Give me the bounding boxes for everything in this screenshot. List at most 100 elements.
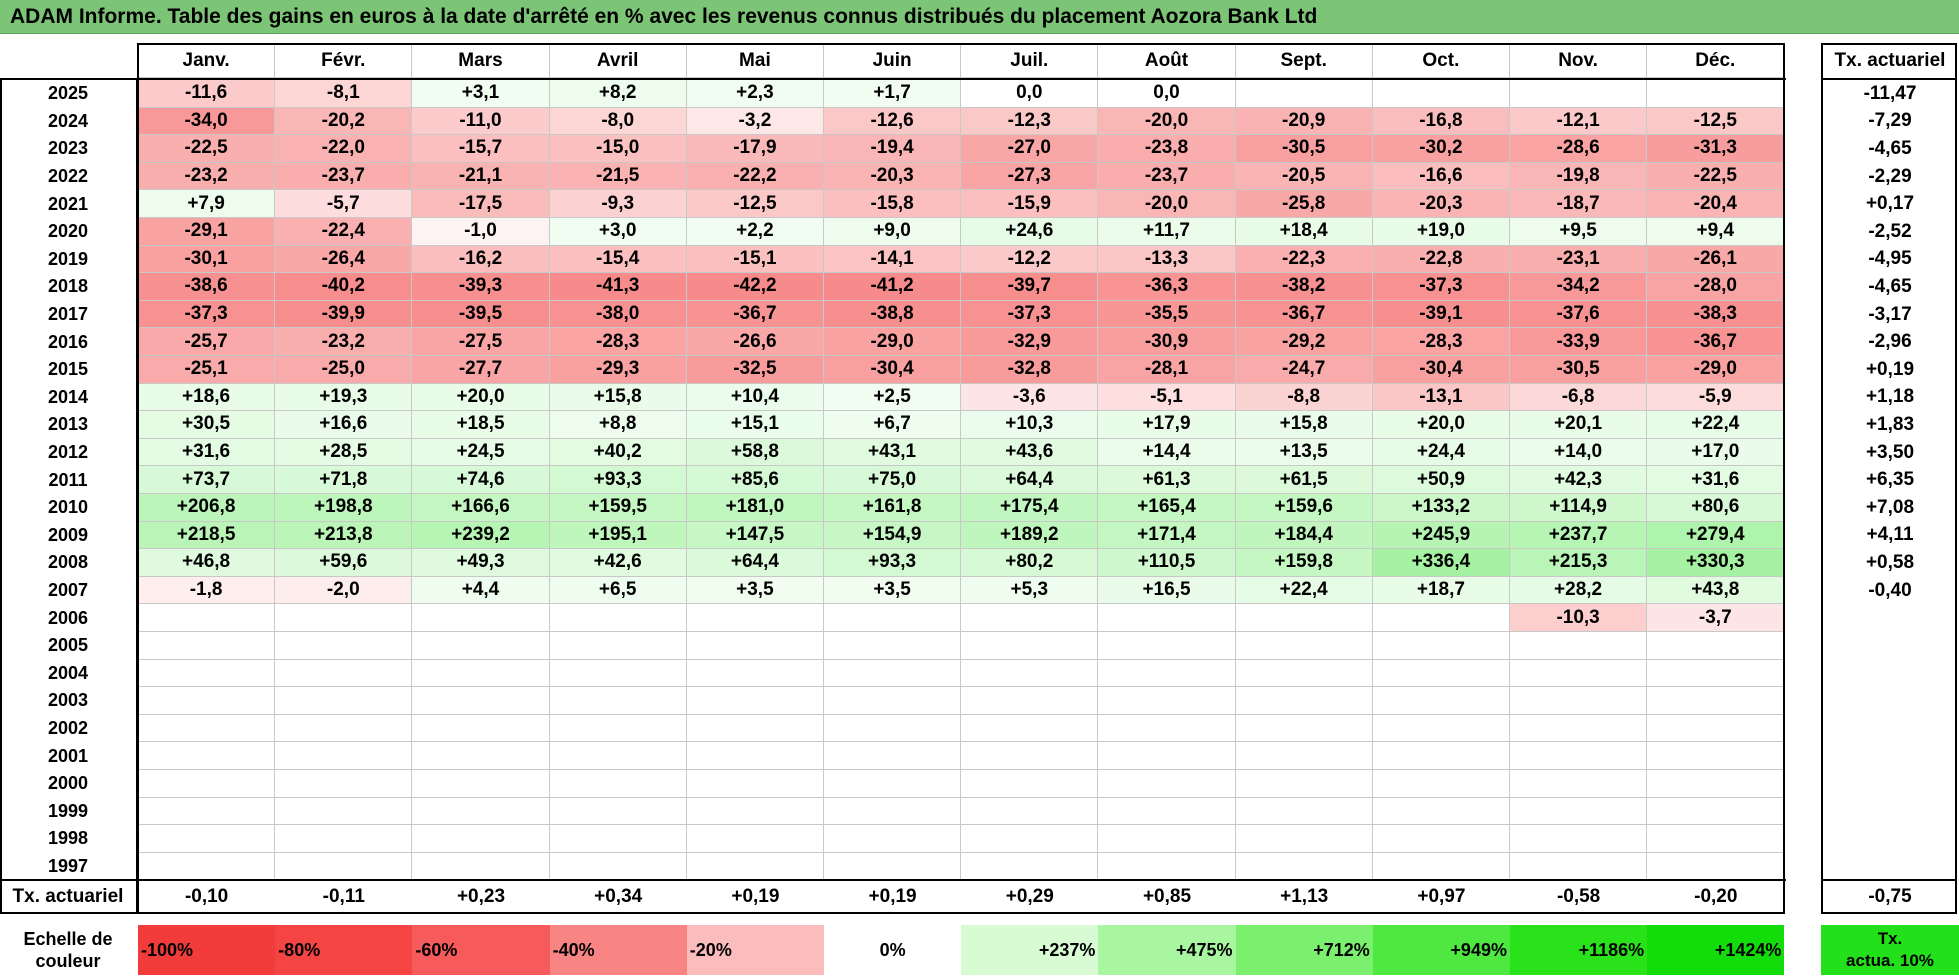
heatmap-cell: +71,8	[275, 466, 413, 494]
heatmap-cell	[412, 714, 550, 743]
heatmap-cell	[549, 659, 687, 688]
heatmap-cell: -8,8	[1235, 383, 1373, 412]
heatmap-cell: +8,8	[549, 411, 687, 439]
heatmap-cell: +31,6	[1647, 466, 1785, 494]
heatmap-cell	[1510, 825, 1648, 853]
heatmap-cell: +159,6	[1235, 494, 1373, 522]
heatmap-cell: +24,4	[1372, 438, 1510, 467]
heatmap-cell: +195,1	[549, 521, 687, 550]
legend-swatch: +1186%	[1510, 925, 1648, 975]
year-label: 1997	[47, 856, 89, 877]
heatmap-cell: +59,6	[275, 549, 413, 577]
heatmap-cell: -13,1	[1372, 383, 1510, 412]
footer-month-rate: -0,10	[184, 886, 229, 907]
heatmap-cell: -23,7	[1098, 162, 1236, 191]
heatmap-cell: -20,3	[824, 162, 962, 191]
heatmap-cell: +18,6	[138, 383, 276, 412]
heatmap-cell	[138, 632, 276, 660]
heatmap-cell	[1510, 770, 1648, 798]
heatmap-cell	[686, 687, 824, 715]
year-rate-cell: +0,58	[1865, 551, 1915, 573]
heatmap-cell: -27,3	[961, 162, 1099, 191]
heatmap-cell: -19,4	[824, 135, 962, 163]
legend-swatch: +475%	[1098, 925, 1236, 975]
heatmap-cell: -15,7	[412, 135, 550, 163]
heatmap-cell	[961, 825, 1099, 853]
heatmap-cell: -12,5	[1647, 107, 1785, 136]
heatmap-cell: +161,8	[824, 494, 962, 522]
heatmap-cell	[549, 714, 687, 743]
heatmap-cell: +154,9	[824, 521, 962, 550]
heatmap-cell	[686, 659, 824, 688]
heatmap-cell	[275, 687, 413, 715]
heatmap-cell: -29,0	[1647, 356, 1785, 384]
heatmap-cell: +46,8	[138, 549, 276, 577]
heatmap-cell	[549, 632, 687, 660]
heatmap-cell: +2,5	[824, 383, 962, 412]
year-rate-cell: +6,35	[1865, 469, 1915, 491]
year-rate-cell: -11,47	[1863, 82, 1917, 104]
heatmap-cell: -16,2	[412, 245, 550, 274]
heatmap-cell: -6,8	[1510, 383, 1648, 412]
heatmap-cell: +175,4	[961, 494, 1099, 522]
heatmap-cell: +20,0	[1372, 411, 1510, 439]
footer-total-rate: -0,75	[1868, 886, 1912, 907]
heatmap-cell	[1098, 687, 1236, 715]
heatmap-cell: -14,1	[824, 245, 962, 274]
heatmap-cell: -38,2	[1235, 273, 1373, 301]
footer-month-rate: -0,20	[1694, 886, 1738, 907]
heatmap-cell: -25,7	[138, 328, 276, 356]
heatmap-cell: -10,3	[1510, 604, 1648, 632]
year-rate-cell: +0,17	[1865, 193, 1915, 215]
year-rate-cell: -2,52	[1868, 220, 1912, 242]
heatmap-cell	[961, 632, 1099, 660]
heatmap-cell: -25,0	[275, 356, 413, 384]
heatmap-cell: +9,0	[824, 218, 962, 246]
heatmap-cell: -12,2	[961, 245, 1099, 274]
heatmap-cell	[1235, 797, 1373, 826]
heatmap-cell	[1372, 687, 1510, 715]
report-title: ADAM Informe. Table des gains en euros à…	[0, 0, 1959, 34]
heatmap-cell: +15,8	[1235, 411, 1373, 439]
heatmap-cell: -30,4	[1372, 356, 1510, 384]
heatmap-cell: -1,8	[138, 576, 276, 605]
legend-swatch: -80%	[275, 925, 413, 975]
heatmap-cell	[824, 742, 962, 770]
heatmap-cell: +9,4	[1647, 218, 1785, 246]
year-label: 2012	[47, 442, 89, 463]
heatmap-cell: +80,2	[961, 549, 1099, 577]
heatmap-cell	[1235, 714, 1373, 743]
year-label: 2021	[47, 193, 89, 214]
year-label: 2006	[47, 607, 89, 628]
heatmap-cell	[1647, 80, 1785, 108]
heatmap-cell	[1372, 742, 1510, 770]
heatmap-cell	[1235, 687, 1373, 715]
heatmap-cell: -39,3	[412, 273, 550, 301]
heatmap-cell: +239,2	[412, 521, 550, 550]
heatmap-cell	[686, 742, 824, 770]
heatmap-cell: +213,8	[275, 521, 413, 550]
legend-swatch: +712%	[1235, 925, 1373, 975]
legend-swatch: 0%	[824, 925, 962, 975]
heatmap-cell	[412, 742, 550, 770]
year-rate-cell	[1821, 798, 1959, 826]
heatmap-cell	[1098, 742, 1236, 770]
header-underline	[0, 78, 1787, 80]
heatmap-cell: -12,3	[961, 107, 1099, 136]
heatmap-cell: -36,7	[1235, 300, 1373, 329]
month-header: Déc.	[1647, 44, 1785, 78]
heatmap-cell: +14,4	[1098, 438, 1236, 467]
legend-swatch: -60%	[412, 925, 550, 975]
heatmap-cell: +159,8	[1235, 549, 1373, 577]
heatmap-cell: -16,8	[1372, 107, 1510, 136]
heatmap-cell	[412, 797, 550, 826]
footer-month-rate: -0,11	[322, 886, 365, 907]
heatmap-cell: +165,4	[1098, 494, 1236, 522]
heatmap-cell: +74,6	[412, 466, 550, 494]
heatmap-cell: +6,5	[549, 576, 687, 605]
heatmap-cell: +1,7	[824, 80, 962, 108]
heatmap-cell	[549, 742, 687, 770]
heatmap-cell: +40,2	[549, 438, 687, 467]
heatmap-cell	[138, 797, 276, 826]
heatmap-cell: -11,6	[138, 80, 276, 108]
